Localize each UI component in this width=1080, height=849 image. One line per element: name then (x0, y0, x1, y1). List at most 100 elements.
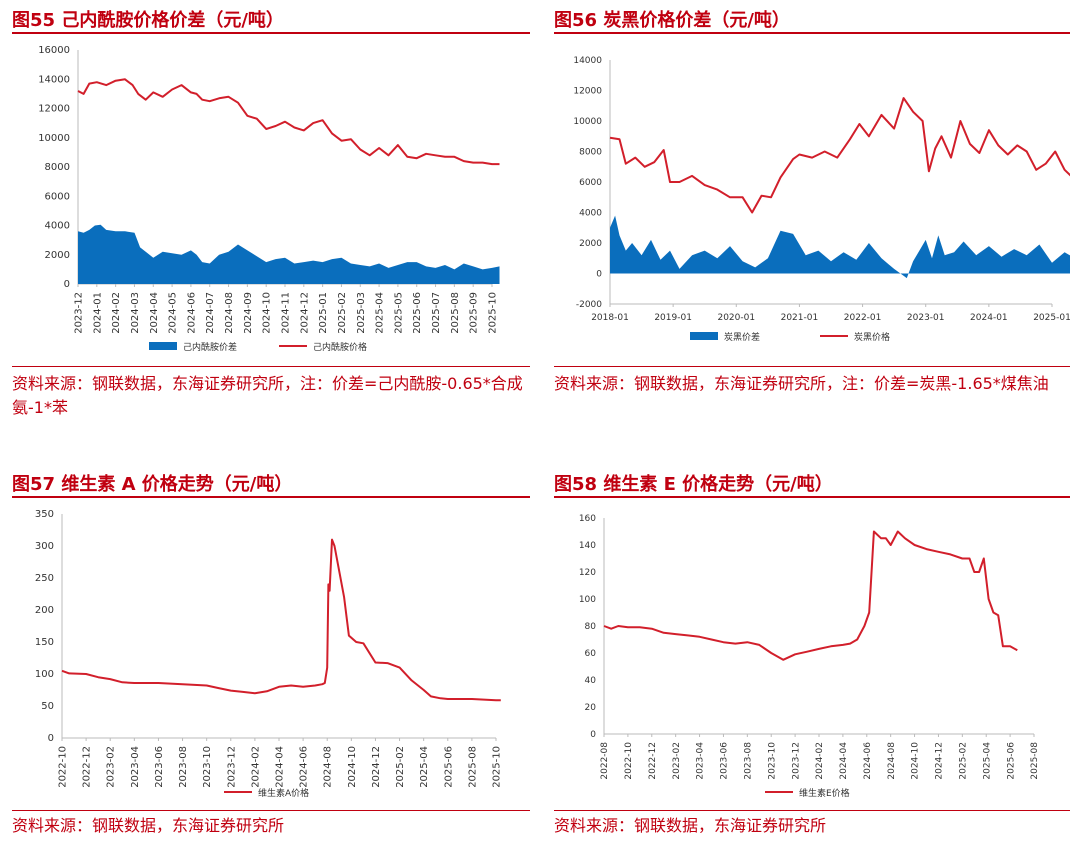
y-tick-label: 100 (35, 669, 54, 680)
x-tick-label: 2023-04 (130, 746, 141, 788)
x-tick-label: 2025-02 (958, 742, 968, 780)
area-series (610, 215, 1070, 279)
y-tick-label: 300 (35, 541, 54, 552)
x-tick-label: 2025-03 (356, 292, 367, 334)
x-tick-label: 2024-04 (839, 742, 849, 780)
y-tick-label: 160 (579, 514, 596, 524)
x-tick-label: 2020-01 (717, 313, 755, 323)
y-tick-label: -2000 (576, 300, 602, 310)
x-tick-label: 2023-12 (791, 742, 801, 780)
chart-title: 图58 维生素 E 价格走势（元/吨） (554, 474, 833, 495)
x-tick-label: 2024-04 (149, 292, 160, 334)
chart-panel-4: 图58 维生素 E 价格走势（元/吨） 0 20 40 60 80 100 120 140 16… (554, 466, 1070, 846)
x-tick-label: 2024-08 (323, 746, 334, 788)
y-tick-label: 12000 (38, 104, 70, 115)
y-tick-label: 120 (579, 568, 596, 578)
x-tick-label: 2024-06 (299, 746, 310, 788)
x-tick-label: 2025-07 (431, 292, 442, 334)
x-tick-label: 2024-07 (205, 292, 216, 334)
x-tick-label: 2018-01 (591, 313, 629, 323)
x-tick-label: 2022-12 (648, 742, 658, 780)
x-tick-label: 2025-10 (488, 292, 499, 334)
title-rule (554, 32, 1070, 34)
x-tick-label: 2019-01 (654, 313, 692, 323)
y-tick-label: 150 (35, 637, 54, 648)
legend-label: 维生素E价格 (799, 787, 850, 799)
x-tick-label: 2025-02 (337, 292, 348, 334)
y-tick-label: 100 (579, 595, 596, 605)
chart-title: 图55 己内酰胺价格价差（元/吨） (12, 10, 284, 31)
y-tick-label: 250 (35, 573, 54, 584)
x-tick-label: 2025-09 (469, 292, 480, 334)
y-tick-label: 20 (585, 703, 597, 713)
x-tick-label: 2023-06 (154, 746, 165, 788)
x-tick-label: 2025-10 (492, 746, 503, 788)
x-tick-label: 2025-01 (1033, 313, 1070, 323)
x-tick-label: 2024-01 (970, 313, 1008, 323)
y-tick-label: 2000 (45, 250, 70, 261)
chart-title: 图57 维生素 A 价格走势（元/吨） (12, 474, 293, 495)
legend-label: 维生素A价格 (258, 787, 309, 799)
x-tick-label: 2024-11 (281, 292, 292, 334)
x-tick-label: 2023-12 (226, 746, 237, 788)
y-tick-label: 4000 (579, 209, 602, 219)
x-tick-label: 2024-02 (815, 742, 825, 780)
line-series (609, 97, 1070, 214)
legend-label: 己内酰胺价格 (313, 341, 367, 353)
source-note: 资料来源：钢联数据，东海证券研究所 (554, 816, 827, 835)
x-tick-label: 2023-10 (767, 742, 777, 780)
x-tick-label: 2023-08 (743, 742, 753, 780)
y-tick-label: 8000 (45, 162, 70, 173)
x-tick-label: 2023-08 (178, 746, 189, 788)
x-tick-label: 2022-08 (600, 742, 610, 780)
x-tick-label: 2024-12 (935, 742, 945, 780)
x-tick-label: 2023-01 (907, 313, 945, 323)
chart-svg: 0 20 40 60 80 100 120 140 160 2022-08 2022-10 2022-… (579, 514, 1040, 799)
x-tick-label: 2023-02 (672, 742, 682, 780)
y-tick-label: 40 (585, 676, 597, 686)
x-tick-label: 2023-10 (202, 746, 213, 788)
legend-swatch (149, 342, 177, 350)
y-tick-label: 10000 (38, 133, 70, 144)
chart-panel-2: 图56 炭黑价格价差（元/吨） -2000 0 2000 4000 6000 8000 10… (554, 0, 1070, 430)
x-tick-label: 2023-04 (696, 742, 706, 780)
x-tick-label: 2024-02 (250, 746, 261, 788)
x-tick-label: 2025-01 (318, 292, 329, 334)
y-tick-label: 60 (585, 649, 597, 659)
x-tick-label: 2025-06 (412, 292, 423, 334)
source-note: 资料来源：钢联数据，东海证券研究所，注：价差=己内酰胺-0.65*合成氨-1*苯 (12, 374, 523, 417)
x-tick-label: 2022-10 (58, 746, 69, 788)
y-tick-label: 0 (590, 730, 596, 740)
x-tick-label: 2024-03 (130, 292, 141, 334)
y-tick-label: 50 (41, 701, 54, 712)
x-tick-label: 2025-02 (395, 746, 406, 788)
x-tick-label: 2022-12 (82, 746, 93, 788)
chart-svg: 0 2000 4000 6000 8000 10000 12000 14000 16000 202… (38, 45, 500, 353)
x-tick-label: 2025-08 (450, 292, 461, 334)
y-tick-label: 10000 (573, 117, 602, 127)
line-series (77, 78, 500, 166)
source-rule (12, 810, 530, 811)
x-tick-label: 2024-12 (371, 746, 382, 788)
x-tick-label: 2025-04 (982, 742, 992, 780)
source-rule (554, 366, 1070, 367)
x-tick-label: 2022-01 (844, 313, 882, 323)
legend-label: 炭黑价差 (724, 331, 760, 343)
chart-panel-1: 图55 己内酰胺价格价差（元/吨） 0 2000 4000 6000 8000 10000… (12, 0, 530, 430)
y-tick-label: 0 (64, 279, 70, 290)
x-tick-label: 2023-02 (106, 746, 117, 788)
y-tick-label: 8000 (579, 148, 602, 158)
source-note: 资料来源：钢联数据，东海证券研究所，注：价差=炭黑-1.65*煤焦油 (554, 374, 1049, 393)
y-tick-label: 12000 (573, 87, 602, 97)
x-tick-label: 2024-12 (299, 292, 310, 334)
area-series (78, 224, 500, 284)
x-tick-label: 2024-10 (262, 292, 273, 334)
x-tick-label: 2025-05 (393, 292, 404, 334)
y-tick-label: 200 (35, 605, 54, 616)
x-tick-label: 2024-08 (887, 742, 897, 780)
x-tick-label: 2024-06 (186, 292, 197, 334)
y-tick-label: 4000 (45, 221, 70, 232)
x-tick-label: 2025-08 (467, 746, 478, 788)
chart-title: 图56 炭黑价格价差（元/吨） (554, 10, 790, 31)
line-series (61, 538, 501, 702)
